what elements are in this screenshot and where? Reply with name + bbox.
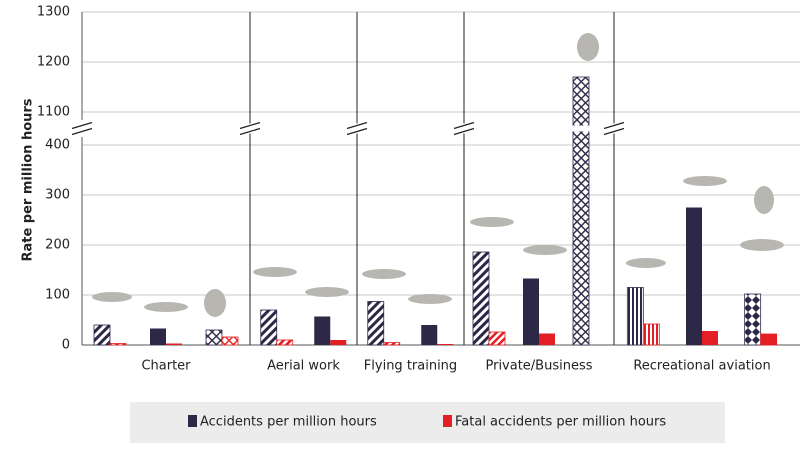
- accident-bar: [314, 316, 331, 345]
- y-axis-label: Rate per million hours: [21, 98, 36, 261]
- accident-bar: [686, 207, 702, 345]
- axis-break: [453, 127, 475, 136]
- axis-break: [346, 127, 368, 136]
- accident-bar: [150, 328, 166, 345]
- y-tick-label: 0: [62, 338, 70, 353]
- fatal-bar: [488, 331, 506, 346]
- axis-break: [239, 127, 261, 136]
- axis-break: [71, 127, 93, 136]
- y-tick-label: 100: [45, 288, 70, 303]
- accident-bar: [421, 325, 438, 345]
- accident-bar: [626, 287, 644, 346]
- legend-swatch: [188, 415, 197, 427]
- axis-break-gap: [349, 123, 365, 134]
- axis-break: [603, 127, 625, 136]
- fatal-bar: [276, 339, 294, 346]
- fatal-bar: [642, 323, 660, 346]
- axis-break: [71, 121, 93, 130]
- bar-break: [572, 125, 590, 132]
- accident-bar: [744, 293, 762, 346]
- aircraft-icons: [92, 33, 784, 317]
- fatal-bar: [221, 336, 239, 346]
- y-tick-label: 1300: [37, 5, 70, 20]
- accident-bar: [205, 329, 223, 346]
- legend-label: Fatal accidents per million hours: [455, 415, 666, 430]
- accident-bar: [367, 301, 385, 346]
- group-label: Charter: [141, 359, 191, 374]
- plot: 0 100 200 300 400 1100 1200 1300 Charter Aerial w…: [37, 5, 800, 374]
- y-tick-label: 1100: [37, 105, 70, 120]
- fatal-bar: [330, 340, 347, 345]
- axis-break-gap: [242, 123, 258, 134]
- group-label: Flying training: [364, 359, 457, 374]
- axis-break-gap: [74, 123, 90, 134]
- legend-label: Accidents per million hours: [200, 415, 377, 430]
- accident-bar: [472, 251, 490, 346]
- fatal-bar: [437, 344, 454, 345]
- y-tick-label: 200: [45, 238, 70, 253]
- accident-bar: [260, 309, 278, 346]
- fatal-bar: [166, 343, 182, 345]
- y-tick-label: 400: [45, 138, 70, 153]
- group-label: Aerial work: [267, 359, 340, 374]
- group-label: Recreational aviation: [633, 359, 770, 374]
- legend: Accidents per million hours Fatal acciden…: [188, 415, 666, 430]
- accident-bar: [572, 76, 590, 346]
- axis-break: [346, 121, 368, 130]
- axis-break-gap: [606, 123, 622, 134]
- axis-break: [239, 121, 261, 130]
- fatal-bar: [109, 343, 127, 346]
- y-tick-label: 300: [45, 188, 70, 203]
- axis-break: [453, 121, 475, 130]
- axis-break: [603, 121, 625, 130]
- legend-box: [130, 402, 725, 443]
- legend-swatch: [443, 415, 452, 427]
- fatal-bar: [760, 333, 778, 346]
- axis-break-gap: [456, 123, 472, 134]
- fatal-bar: [383, 342, 401, 346]
- y-tick-label: 1200: [37, 55, 70, 70]
- fatal-bar: [702, 331, 718, 345]
- accident-bar: [93, 324, 111, 346]
- fatal-bar: [539, 333, 555, 345]
- accident-bar: [523, 278, 539, 345]
- group-label: Private/Business: [485, 359, 592, 374]
